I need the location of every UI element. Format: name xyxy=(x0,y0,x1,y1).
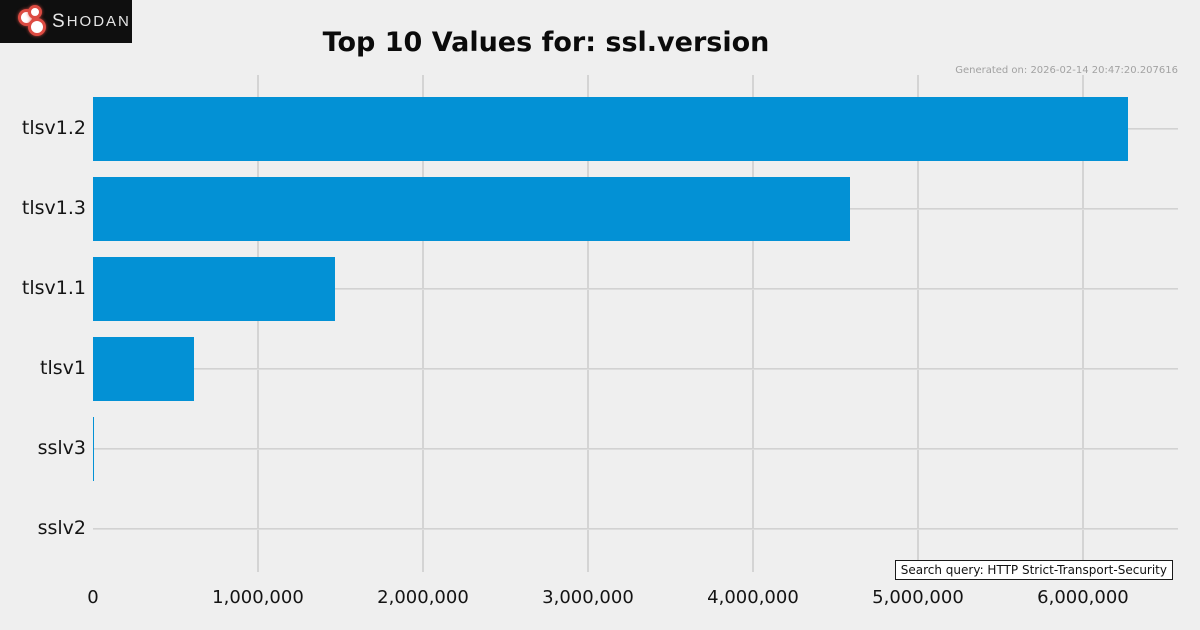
x-axis-tick-label: 4,000,000 xyxy=(707,587,799,608)
y-axis-label-tlsv1.3: tlsv1.3 xyxy=(21,197,86,219)
bar-tlsv1.3 xyxy=(93,177,851,241)
horizontal-gridline xyxy=(93,528,1178,530)
vertical-gridline xyxy=(1081,75,1084,572)
horizontal-gridline xyxy=(93,368,1178,370)
y-axis-label-tlsv1.2: tlsv1.2 xyxy=(21,117,86,139)
brand-initial: S xyxy=(52,10,67,32)
bar-chart-plot-area xyxy=(93,75,1178,572)
x-axis-tick-label: 5,000,000 xyxy=(872,587,964,608)
bar-tlsv1.1 xyxy=(93,257,335,321)
x-axis-tick-label: 0 xyxy=(87,587,99,608)
shodan-logo-circle-icon xyxy=(28,5,42,19)
bar-tlsv1 xyxy=(93,337,194,401)
vertical-gridline xyxy=(421,75,424,572)
horizontal-gridline xyxy=(93,288,1178,290)
vertical-gridline xyxy=(256,75,259,572)
search-query-annotation: Search query: HTTP Strict-Transport-Secu… xyxy=(894,560,1173,580)
vertical-gridline xyxy=(751,75,754,572)
horizontal-gridline xyxy=(93,448,1178,450)
shodan-logo-wordmark: S HODAN xyxy=(52,0,131,43)
y-axis-label-tlsv1: tlsv1 xyxy=(40,357,86,379)
x-axis-tick-label: 1,000,000 xyxy=(212,587,304,608)
vertical-gridline xyxy=(586,75,589,572)
x-axis-tick-label: 6,000,000 xyxy=(1037,587,1129,608)
chart-title: Top 10 Values for: ssl.version xyxy=(322,27,770,58)
x-axis-tick-label: 3,000,000 xyxy=(542,587,634,608)
generated-timestamp: Generated on: 2026-02-14 20:47:20.207616 xyxy=(955,65,1178,76)
vertical-gridline xyxy=(916,75,919,572)
y-axis-label-sslv2: sslv2 xyxy=(37,517,86,539)
shodan-logo-circle-icon xyxy=(28,18,46,36)
bar-tlsv1.2 xyxy=(93,97,1128,161)
y-axis-label-tlsv1.1: tlsv1.1 xyxy=(21,277,86,299)
brand-rest: HODAN xyxy=(66,13,131,30)
shodan-logo: S HODAN xyxy=(0,0,132,43)
x-axis-tick-label: 2,000,000 xyxy=(377,587,469,608)
y-axis-label-sslv3: sslv3 xyxy=(37,437,86,459)
